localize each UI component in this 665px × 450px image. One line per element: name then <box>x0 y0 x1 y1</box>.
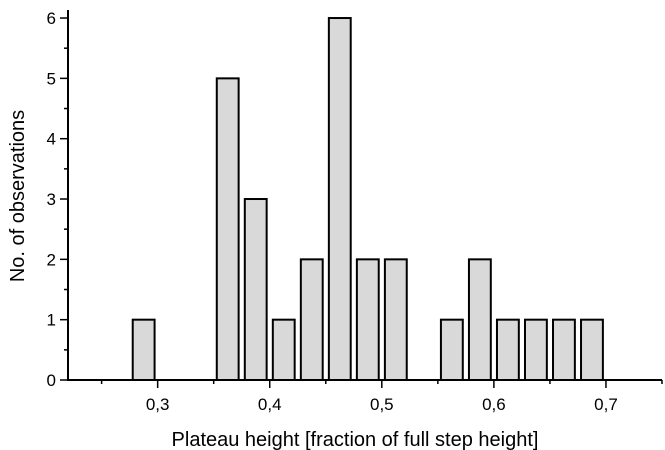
histogram-bar <box>495 318 520 381</box>
x-tick-label: 0,4 <box>258 395 282 414</box>
histogram-bar <box>355 258 380 382</box>
y-axis-title: No. of observations <box>7 110 29 282</box>
y-tick-label: 2 <box>47 250 56 269</box>
x-tick-label: 0,6 <box>482 395 506 414</box>
histogram-bar <box>131 318 156 381</box>
y-tick-label: 6 <box>47 9 56 28</box>
histogram-bar <box>271 318 296 381</box>
x-tick-label: 0,5 <box>370 395 394 414</box>
y-ticks-group: 0 1 2 3 4 5 6 <box>47 9 68 390</box>
histogram-bar <box>467 258 492 382</box>
y-tick-label: 1 <box>47 311 56 330</box>
x-tick-label: 0,7 <box>594 395 618 414</box>
x-tick-label: 0,3 <box>146 395 170 414</box>
histogram-bar <box>439 318 464 381</box>
y-tick-label: 4 <box>47 130 56 149</box>
histogram-bar <box>383 258 408 382</box>
x-ticks-group: 0,3 0,4 0,5 0,6 0,7 <box>100 380 663 414</box>
y-tick-label: 0 <box>47 371 56 390</box>
histogram-bar <box>327 17 352 382</box>
histogram-bar <box>552 318 576 381</box>
y-tick-label: 5 <box>47 69 56 88</box>
histogram-bar <box>580 318 604 381</box>
bars-group <box>131 17 604 382</box>
x-axis-title: Plateau height [fraction of full step he… <box>172 429 539 450</box>
histogram-bar <box>523 318 548 381</box>
y-tick-label: 3 <box>47 190 56 209</box>
histogram-bar <box>243 198 268 381</box>
histogram-bar <box>299 258 324 382</box>
histogram-bar <box>215 77 240 381</box>
